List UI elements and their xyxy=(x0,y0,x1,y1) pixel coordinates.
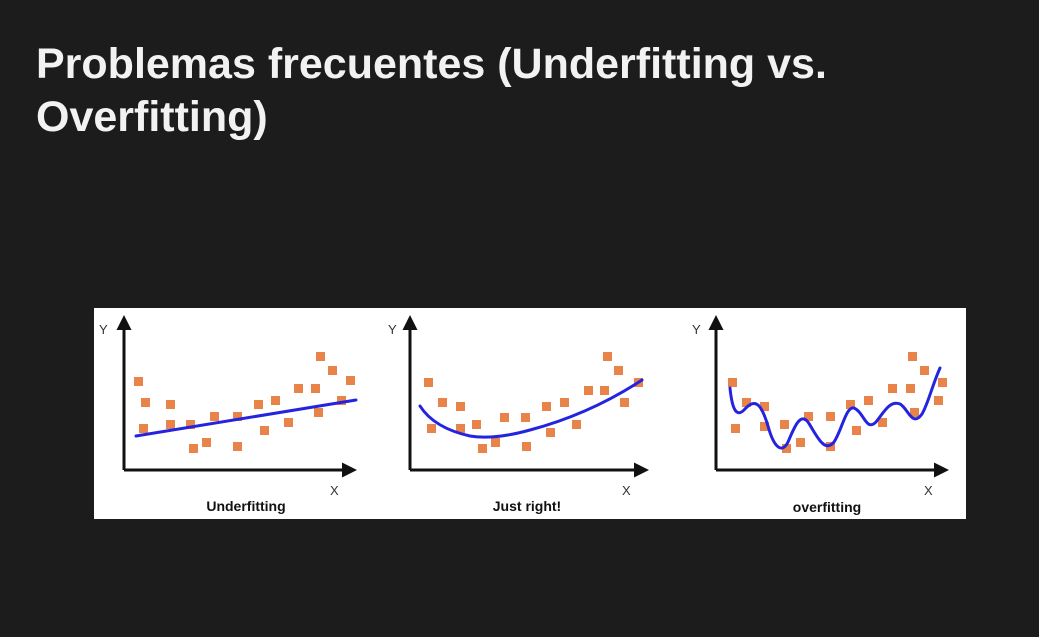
data-point xyxy=(472,420,481,429)
y-axis-label: Y xyxy=(99,322,108,337)
x-axis-label: X xyxy=(924,483,933,498)
data-point xyxy=(478,444,487,453)
panel-caption: overfitting xyxy=(793,499,861,515)
panel-just-right: Y X xyxy=(388,315,649,514)
data-point xyxy=(742,398,751,407)
data-point xyxy=(189,444,198,453)
fit-curve xyxy=(134,398,358,438)
data-point xyxy=(260,426,269,435)
data-point xyxy=(780,420,789,429)
data-points xyxy=(424,352,643,453)
data-point xyxy=(186,420,195,429)
data-point xyxy=(294,384,303,393)
data-point xyxy=(202,438,211,447)
y-axis-label: Y xyxy=(388,322,397,337)
data-point xyxy=(254,400,263,409)
panel-underfitting: Y X xyxy=(99,315,358,514)
data-point xyxy=(346,376,355,385)
data-point xyxy=(908,352,917,361)
data-point xyxy=(878,418,887,427)
data-point xyxy=(888,384,897,393)
data-point xyxy=(614,366,623,375)
data-point xyxy=(337,396,346,405)
data-point xyxy=(233,442,242,451)
data-point xyxy=(456,424,465,433)
data-point xyxy=(826,412,835,421)
data-point xyxy=(728,378,737,387)
fitting-comparison-figure: Y X xyxy=(94,308,966,519)
data-point xyxy=(522,442,531,451)
data-point xyxy=(910,408,919,417)
data-point xyxy=(311,384,320,393)
data-point xyxy=(141,398,150,407)
data-point xyxy=(782,444,791,453)
data-point xyxy=(233,412,242,421)
data-point xyxy=(424,378,433,387)
title-line-2: Overfitting) xyxy=(36,93,268,141)
data-point xyxy=(284,418,293,427)
data-point xyxy=(166,420,175,429)
fit-curve xyxy=(728,366,942,450)
slide-title: Problemas frecuentes (Underfitting vs. O… xyxy=(36,38,936,144)
data-point xyxy=(134,377,143,386)
title-line-1: Problemas frecuentes (Underfitting vs. xyxy=(36,40,827,88)
data-point xyxy=(731,424,740,433)
data-point xyxy=(456,402,465,411)
data-point xyxy=(572,420,581,429)
data-point xyxy=(760,402,769,411)
data-point xyxy=(584,386,593,395)
y-axis-label: Y xyxy=(692,322,701,337)
data-point xyxy=(852,426,861,435)
data-point xyxy=(603,352,612,361)
data-point xyxy=(521,413,530,422)
data-point xyxy=(804,412,813,421)
data-points xyxy=(134,352,355,453)
panel-overfitting: Y X xyxy=(692,315,949,515)
data-point xyxy=(546,428,555,437)
x-axis-label: X xyxy=(622,483,631,498)
data-point xyxy=(906,384,915,393)
data-point xyxy=(427,424,436,433)
data-point xyxy=(846,400,855,409)
data-point xyxy=(166,400,175,409)
data-point xyxy=(438,398,447,407)
data-point xyxy=(210,412,219,421)
data-point xyxy=(500,413,509,422)
data-point xyxy=(920,366,929,375)
data-point xyxy=(542,402,551,411)
data-point xyxy=(600,386,609,395)
data-point xyxy=(760,422,769,431)
panel-caption: Underfitting xyxy=(206,498,285,514)
data-point xyxy=(316,352,325,361)
data-point xyxy=(620,398,629,407)
data-point xyxy=(796,438,805,447)
fit-curve xyxy=(418,378,644,439)
data-point xyxy=(864,396,873,405)
fitting-diagram: Y X xyxy=(99,315,949,515)
data-point xyxy=(491,438,500,447)
data-point xyxy=(938,378,947,387)
panel-caption: Just right! xyxy=(493,498,561,514)
data-point xyxy=(139,424,148,433)
data-point xyxy=(560,398,569,407)
data-point xyxy=(314,408,323,417)
data-point xyxy=(328,366,337,375)
data-point xyxy=(934,396,943,405)
data-point xyxy=(271,396,280,405)
x-axis-label: X xyxy=(330,483,339,498)
